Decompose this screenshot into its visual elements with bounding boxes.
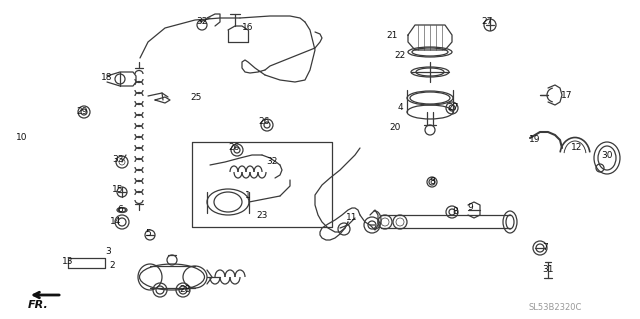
Text: 18: 18 [101,73,113,83]
Text: 5: 5 [145,229,151,239]
Text: 4: 4 [397,103,403,113]
Text: 23: 23 [256,211,268,219]
Text: 12: 12 [572,144,582,152]
Text: SL53B2320C: SL53B2320C [528,303,582,313]
Text: 19: 19 [529,136,541,145]
Text: 9: 9 [467,204,473,212]
Text: 26: 26 [259,117,269,127]
Text: 7: 7 [542,243,548,253]
Text: FR.: FR. [28,300,49,310]
Text: 6: 6 [117,205,123,214]
Text: 29: 29 [76,108,88,116]
Text: 13: 13 [62,257,74,266]
Text: 16: 16 [243,24,253,33]
Text: 1: 1 [245,190,251,199]
Text: 22: 22 [394,50,406,60]
Text: 14: 14 [110,218,122,226]
Text: 26: 26 [228,144,240,152]
Text: 33: 33 [112,155,124,165]
Text: 27: 27 [481,18,493,26]
Text: 25: 25 [190,93,202,102]
Text: 15: 15 [112,186,124,195]
Text: 27: 27 [447,103,459,113]
Text: 17: 17 [561,91,573,100]
Text: 8: 8 [452,207,458,217]
Text: 8: 8 [429,177,435,187]
Text: 30: 30 [601,151,612,160]
Text: 3: 3 [105,248,111,256]
Text: 31: 31 [542,265,554,275]
Text: 11: 11 [346,213,358,222]
Text: 21: 21 [387,31,397,40]
Text: 28: 28 [179,286,191,294]
Text: 20: 20 [389,123,401,132]
Text: 10: 10 [16,133,28,143]
Text: 32: 32 [266,158,278,167]
Text: 2: 2 [109,261,115,270]
Text: 32: 32 [196,18,208,26]
